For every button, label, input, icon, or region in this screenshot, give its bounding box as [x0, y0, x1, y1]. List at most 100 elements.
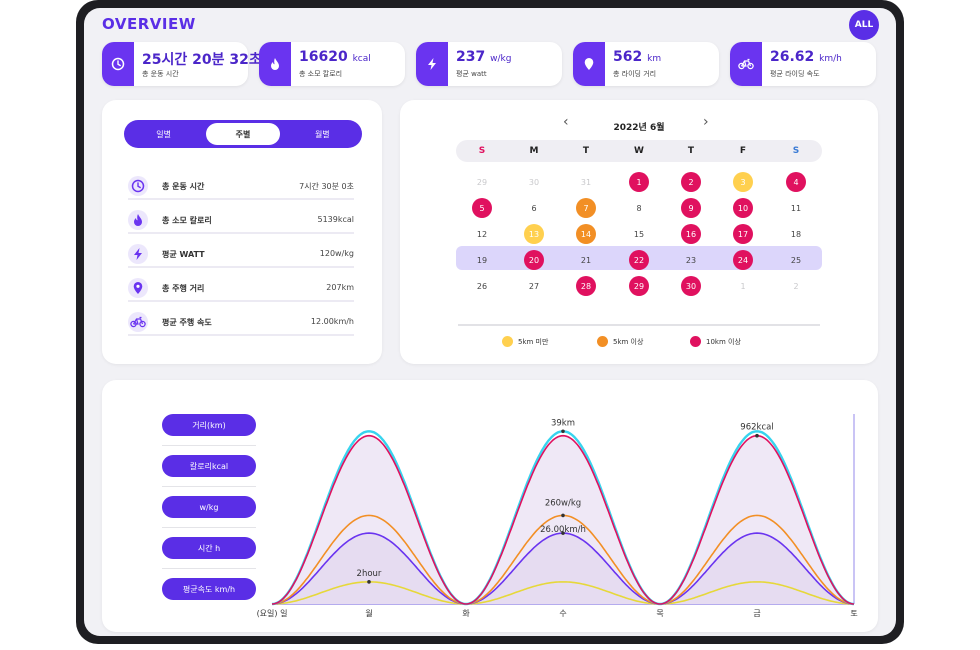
calendar-day[interactable]: 20 [524, 250, 544, 270]
legend-dot [690, 336, 701, 347]
legend-label: 10km 이상 [706, 337, 741, 346]
summary-row: 평균 주행 속도 12.00km/h [128, 310, 354, 336]
series-toggle-button[interactable]: 평균속도 km/h [162, 578, 256, 600]
calendar-day[interactable]: 3 [733, 172, 753, 192]
chart-panel: 거리(km) 칼로리kcal w/kg 시간 h 평균속도 km/h 2hour 39km… [102, 380, 878, 632]
calendar-day[interactable]: 26 [476, 281, 488, 291]
calendar-day[interactable]: 28 [576, 276, 596, 296]
legend-item: 5km 이상 [597, 336, 643, 347]
weekday-label: S [478, 146, 486, 156]
series-toggle-button[interactable]: 거리(km) [162, 414, 256, 436]
tab-period-monthly[interactable]: 월별 [314, 129, 330, 139]
calendar-day[interactable]: 21 [580, 255, 592, 265]
calendar-day[interactable]: 7 [576, 198, 596, 218]
calendar-month: 2022년 6월 [613, 123, 665, 133]
legend-dot [502, 336, 513, 347]
location-pin-icon [573, 42, 605, 86]
calendar-day[interactable]: 27 [528, 281, 540, 291]
stat-card: 237 w/kg 평균 watt [416, 42, 562, 86]
stat-card: 562 km 총 라이딩 거리 [573, 42, 719, 86]
summary-panel: 일별 주별 월별 총 운동 시간 7시간 30분 0초 총 소모 칼로리 5139k… [102, 100, 382, 364]
calendar-day[interactable]: 4 [786, 172, 806, 192]
calendar-day[interactable]: 16 [681, 224, 701, 244]
stat-value: 16620 kcal [299, 49, 371, 65]
weekday-label: T [582, 146, 590, 156]
app-screen: OVERVIEW ALL 25시간 20분 32초 총 운동 시간 16620 … [84, 8, 896, 636]
tab-period-weekly[interactable]: 주별 [205, 123, 280, 145]
legend-dot [597, 336, 608, 347]
lightning-icon [128, 244, 148, 264]
calendar-day[interactable]: 18 [790, 229, 802, 239]
prev-month-icon[interactable]: ‹ [563, 114, 569, 130]
lightning-icon [416, 42, 448, 86]
calendar-day[interactable]: 6 [531, 203, 537, 213]
summary-value: 120w/kg [319, 249, 354, 258]
calendar-day[interactable]: 1 [740, 281, 746, 291]
calendar-day[interactable]: 29 [629, 276, 649, 296]
stat-card: 16620 kcal 총 소모 칼로리 [259, 42, 405, 86]
calendar-day[interactable]: 19 [476, 255, 488, 265]
divider [162, 568, 256, 569]
clock-icon [128, 176, 148, 196]
location-pin-icon [128, 278, 148, 298]
legend-label: 5km 미만 [518, 337, 549, 346]
calendar-day[interactable]: 2 [681, 172, 701, 192]
calendar-day[interactable]: 24 [733, 250, 753, 270]
flame-icon [259, 42, 291, 86]
weekday-label: T [687, 146, 695, 156]
calendar-day[interactable]: 23 [685, 255, 697, 265]
bicycle-icon [128, 312, 148, 332]
calendar-day[interactable]: 9 [681, 198, 701, 218]
summary-label: 평균 주행 속도 [162, 318, 212, 327]
calendar-day[interactable]: 11 [790, 203, 802, 213]
period-segmented-control: 일별 주별 월별 [124, 120, 362, 148]
data-point [561, 513, 565, 518]
area-chart: 2hour 39km 260w/kg 26.00km/h 962kcal (요일) 일 월 화… [257, 414, 858, 618]
summary-value: 5139kcal [317, 215, 354, 224]
weekday-label: F [739, 146, 747, 156]
stat-value: 237 w/kg [456, 49, 512, 65]
summary-label: 평균 WATT [162, 250, 205, 259]
tab-period-daily[interactable]: 일별 [156, 129, 172, 139]
calendar-day[interactable]: 29 [476, 177, 488, 187]
summary-label: 총 소모 칼로리 [162, 216, 212, 225]
legend-item: 10km 이상 [690, 336, 741, 347]
all-button[interactable]: ALL [849, 10, 879, 40]
area-fill [272, 435, 854, 604]
stat-card: 26.62 km/h 평균 라이딩 속도 [730, 42, 876, 86]
divider [162, 527, 256, 528]
series-toggle-button[interactable]: 칼로리kcal [162, 455, 256, 477]
stat-label: 평균 watt [456, 70, 487, 78]
calendar-day[interactable]: 31 [580, 177, 592, 187]
calendar-day[interactable]: 30 [681, 276, 701, 296]
summary-value: 7시간 30분 0초 [299, 182, 354, 191]
calendar-day[interactable]: 14 [576, 224, 596, 244]
area-fill [272, 533, 854, 604]
next-month-icon[interactable]: › [703, 114, 709, 130]
calendar-day[interactable]: 22 [629, 250, 649, 270]
bicycle-icon [730, 42, 762, 86]
data-point [755, 433, 759, 438]
calendar-day[interactable]: 12 [476, 229, 488, 239]
calendar-day[interactable]: 8 [636, 203, 642, 213]
calendar-day[interactable]: 15 [633, 229, 645, 239]
calendar-day[interactable]: 5 [472, 198, 492, 218]
x-tick-label: 월 [365, 608, 372, 618]
series-toggle-button[interactable]: 시간 h [162, 537, 256, 559]
stat-label: 평균 라이딩 속도 [770, 70, 820, 78]
stat-label: 총 소모 칼로리 [299, 70, 343, 78]
calendar-day[interactable]: 10 [733, 198, 753, 218]
calendar-day[interactable]: 30 [528, 177, 540, 187]
calendar-day[interactable]: 1 [629, 172, 649, 192]
x-tick-label: 목 [656, 609, 663, 618]
summary-label: 총 운동 시간 [162, 182, 205, 191]
series-toggle-button[interactable]: w/kg [162, 496, 256, 518]
summary-row: 총 소모 칼로리 5139kcal [128, 208, 354, 234]
calendar-day[interactable]: 2 [793, 281, 799, 291]
stat-card: 25시간 20분 32초 총 운동 시간 [102, 42, 262, 86]
calendar-day[interactable]: 25 [790, 255, 802, 265]
summary-row: 총 주행 거리 207km [128, 276, 354, 302]
calendar-day[interactable]: 13 [524, 224, 544, 244]
calendar-day[interactable]: 17 [733, 224, 753, 244]
weekday-bar [456, 140, 822, 162]
